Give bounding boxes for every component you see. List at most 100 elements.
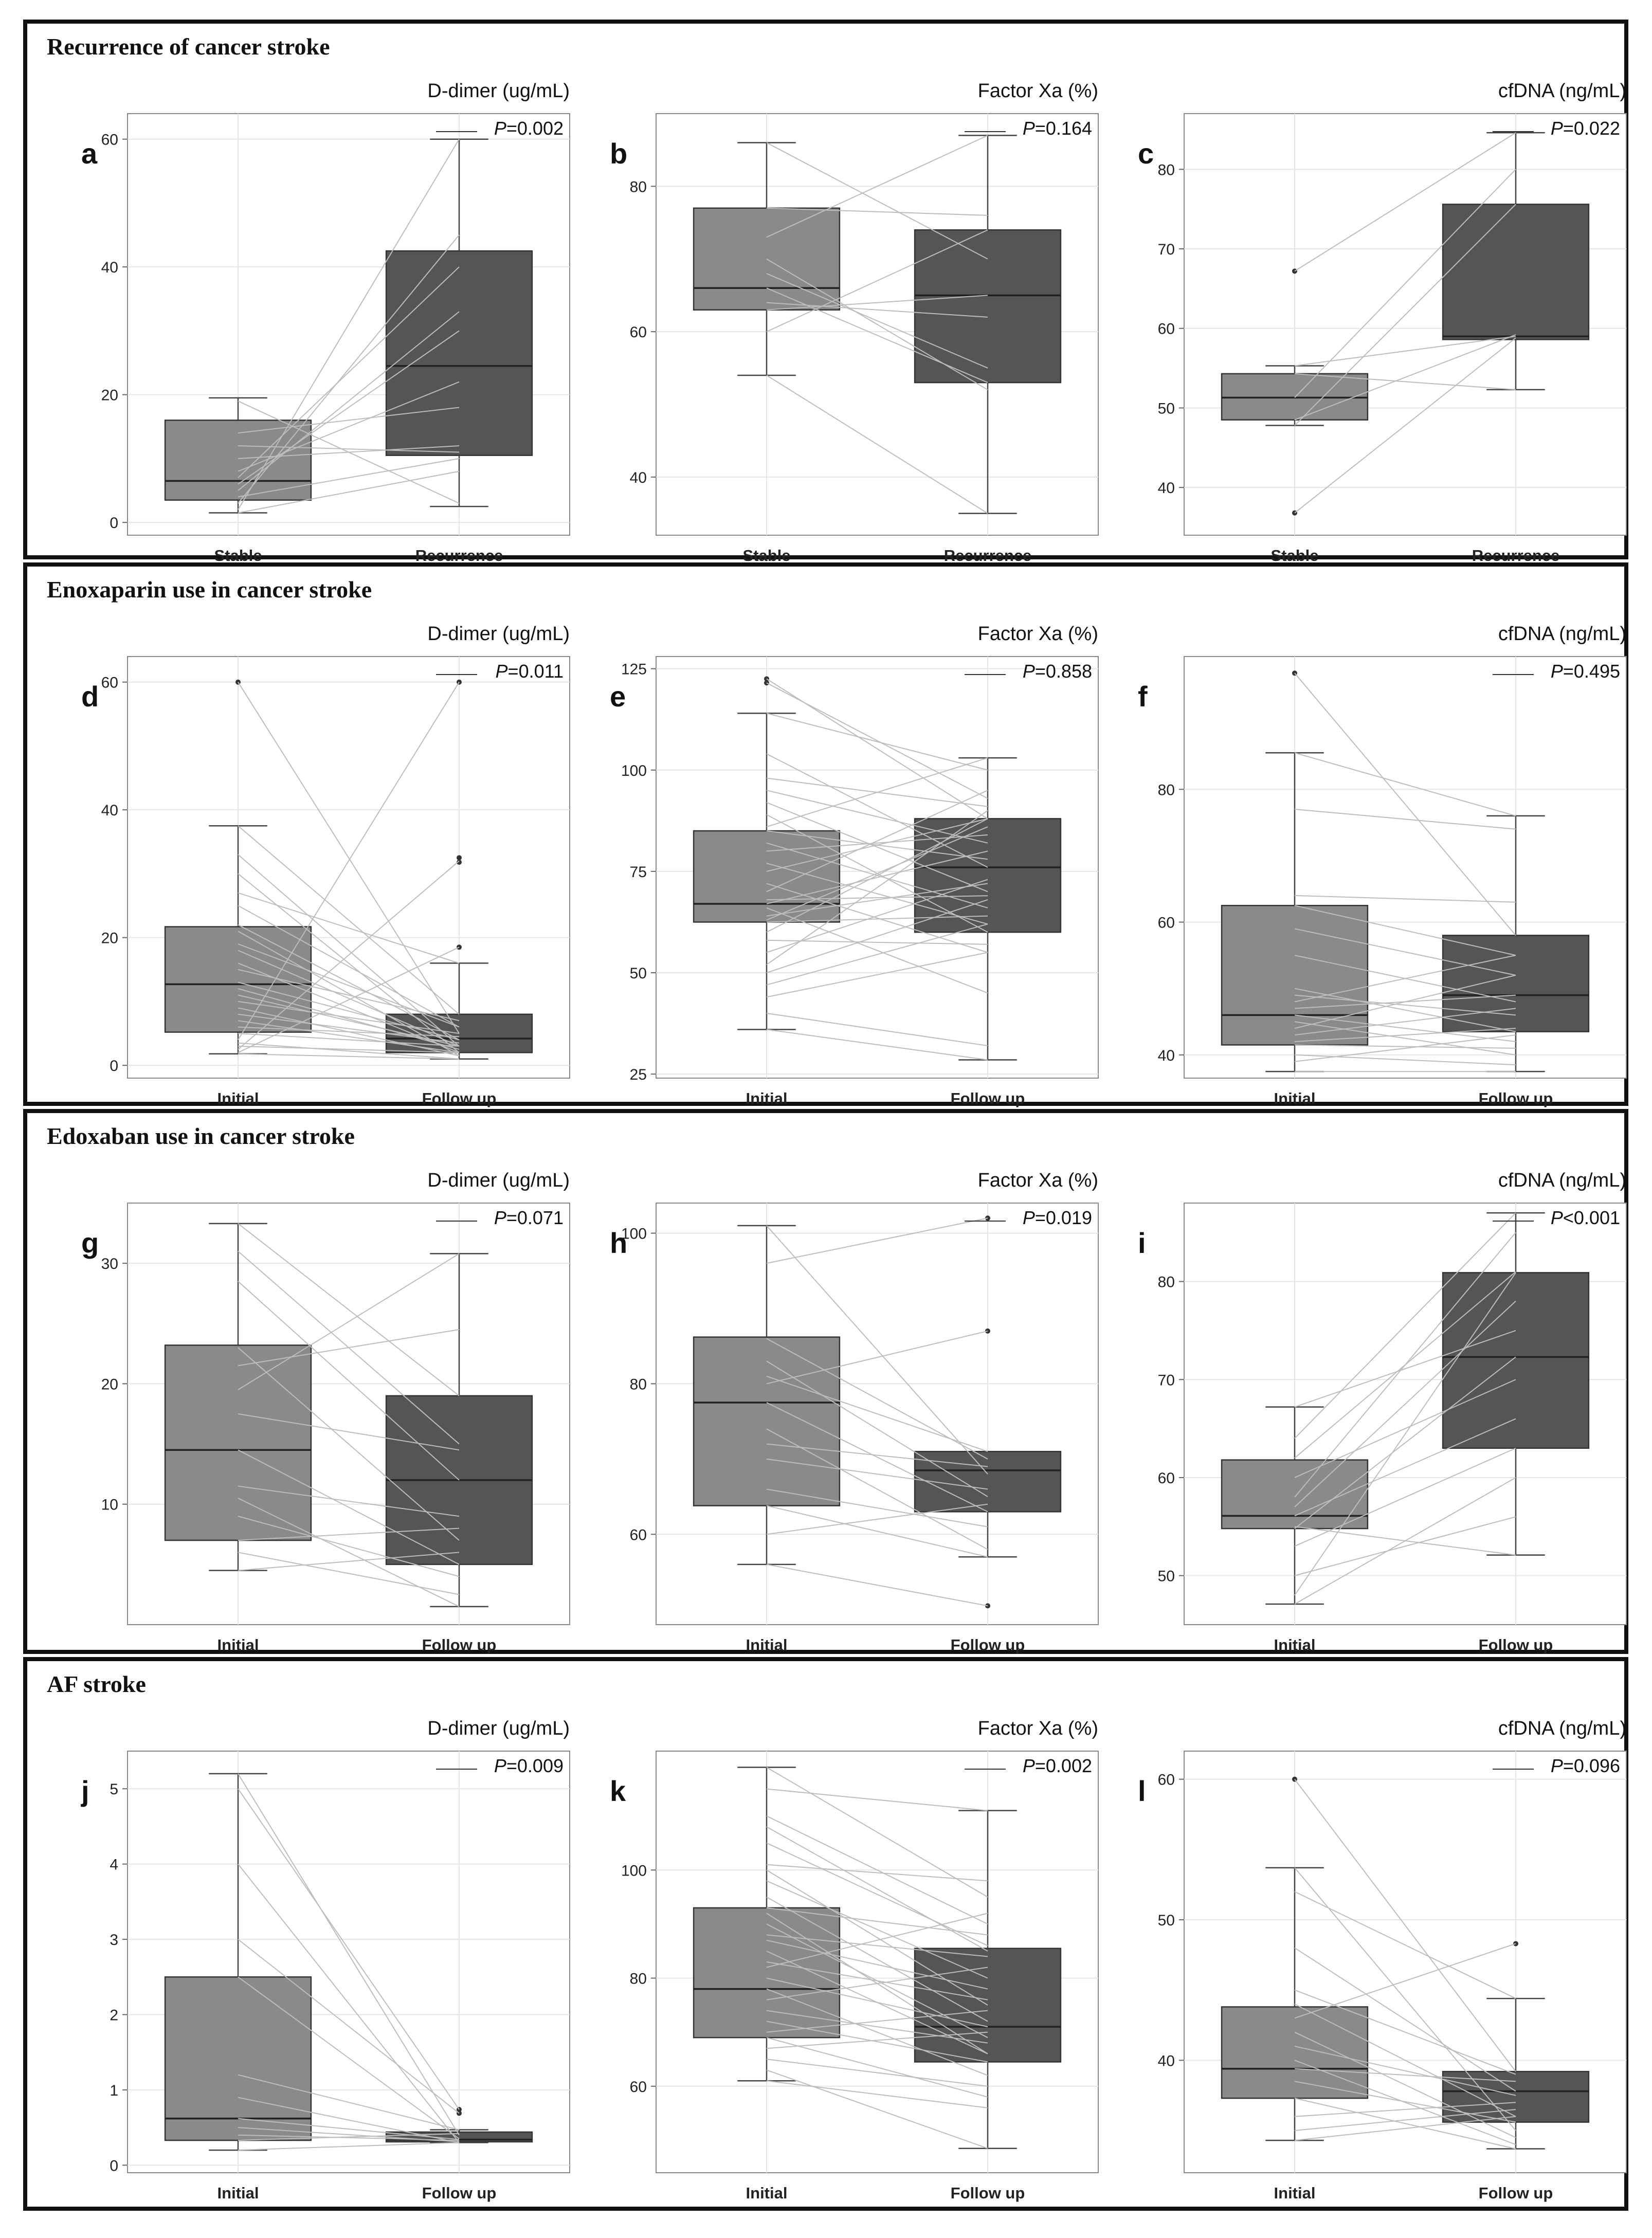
paired-line [238,1516,460,1577]
chart-svg: 40 60 80 Initial Follow up [1158,656,1627,1107]
p-value-symbol: P [1550,661,1563,682]
box-iqr [164,1344,312,1541]
paired-line [238,1939,460,2114]
y-tick-label: 60 [630,1526,647,1543]
y-tick-label: 70 [1158,241,1175,258]
paired-line [1294,2068,1516,2082]
y-tick-label: 60 [1158,1470,1175,1487]
paired-line [766,1360,988,1497]
paired-line [238,1329,460,1367]
p-value-symbol: P [494,1755,506,1776]
paired-line [766,207,988,216]
paired-line [1294,2081,1516,2123]
y-tick-label: 20 [101,387,118,404]
x-tick-label: Initial [746,1636,788,1654]
p-value-number: =0.002 [506,118,564,139]
paired-line [238,994,460,1047]
paired-line [766,1503,988,1535]
paired-line [1294,1516,1516,1576]
paired-line [766,753,988,868]
paired-line [238,1527,460,1541]
paired-line [238,2133,460,2141]
panel-label: j [81,1775,89,1807]
x-tick-label: Initial [217,1089,259,1107]
y-tick-label: 40 [1158,480,1175,497]
box-iqr [914,1450,1062,1513]
chart-svg: 60 80 100 Initial Follow up [621,1203,1099,1654]
paired-line [766,1330,988,1385]
chart-svg: 50 60 70 80 Initial Follow up [1158,1203,1627,1654]
p-value-number: =0.495 [1563,661,1620,682]
panel-label: b [610,137,628,170]
p-value: P=0.164 [1023,118,1092,139]
chart-panel-g: 10 20 30 Initial Follow up g D-dimer (ug/mL) P=… [56,1123,580,1654]
box-second-group [385,1253,533,1608]
p-value: P=0.096 [1551,1755,1620,1777]
box-first-group [164,1773,312,2151]
section-title: Recurrence of cancer stroke [47,33,330,60]
paired-line [766,757,988,828]
p-value-number: =0.011 [507,661,564,682]
chart-panel-l: 40 50 60 Initial Follow up l cfDNA (ng/mL) P=0.… [1112,1671,1637,2202]
p-value-number: =0.002 [1034,1755,1092,1776]
section-2: Enoxaparin use in cancer stroke 0 20 40 60 In… [23,562,1628,1107]
y-tick-label: 40 [101,802,118,819]
y-tick-label: 60 [1158,321,1175,338]
paired-line [766,1939,988,1990]
paired-line [1294,1300,1516,1507]
chart-svg: 10 20 30 Initial Follow up [101,1203,570,1654]
x-tick-label: Follow up [1479,1089,1553,1107]
chart-svg: 40 50 60 Initial Follow up [1158,1751,1627,2202]
paired-line [1294,337,1516,514]
paired-line [1294,1008,1516,1036]
paired-line [1294,2102,1516,2117]
p-value-symbol: P [1022,1207,1035,1228]
x-tick-label: Initial [746,2184,788,2202]
paired-line [238,1552,460,1595]
outlier-point [457,944,462,950]
box-second-group [1442,1941,1590,2150]
p-value: P=0.019 [1023,1207,1092,1229]
box-iqr [693,1336,841,1506]
paired-line [766,1217,988,1264]
paired-line [766,1488,988,1527]
x-tick-label: Follow up [951,1636,1025,1654]
section-3: Edoxaban use in cancer stroke 10 20 30 Initi… [23,1109,1628,1654]
paired-line [1294,994,1516,1016]
p-value-symbol: P [494,118,506,139]
paired-line [1294,336,1516,367]
paired-line [766,135,988,238]
panel-label: f [1138,680,1148,713]
y-tick-label: 60 [101,132,118,149]
p-value-number: =0.009 [506,1755,564,1776]
paired-line [766,2010,988,2044]
paired-line [766,899,988,973]
paired-line [766,375,988,514]
paired-line [766,818,988,872]
paired-line [238,458,460,498]
paired-line [238,1042,460,1060]
y-tick-label: 50 [1158,1912,1175,1929]
paired-line [238,2074,460,2131]
chart-panel-f: 40 60 80 Initial Follow up f cfDNA (ng/mL) P=0.… [1112,577,1637,1107]
paired-line [766,2037,988,2098]
x-tick-label: Stable [1270,547,1318,565]
chart-panel-e: 25 50 75 100 125 Initial Follow up e Factor Xa (… [584,577,1109,1107]
p-value-symbol: P [1550,1755,1563,1776]
paired-line [1294,2046,1516,2096]
x-tick-label: Initial [1274,2184,1316,2202]
y-tick-label: 80 [630,178,647,195]
paired-line [766,1988,988,2076]
paired-line [766,1012,988,1046]
paired-line [238,1347,460,1541]
paired-line [766,1977,988,2028]
x-tick-label: Initial [1274,1636,1316,1654]
section-title: Edoxaban use in cancer stroke [47,1123,355,1149]
chart-panel-d: 0 20 40 60 Initial Follow up d D-dimer (ug/mL) P… [56,577,580,1107]
box-iqr [914,818,1062,933]
y-tick-label: 100 [621,1862,647,1879]
y-tick-label: 10 [101,1497,118,1514]
paired-line [238,1053,460,1060]
paired-line [1294,955,1516,1003]
y-tick-label: 20 [101,930,118,947]
